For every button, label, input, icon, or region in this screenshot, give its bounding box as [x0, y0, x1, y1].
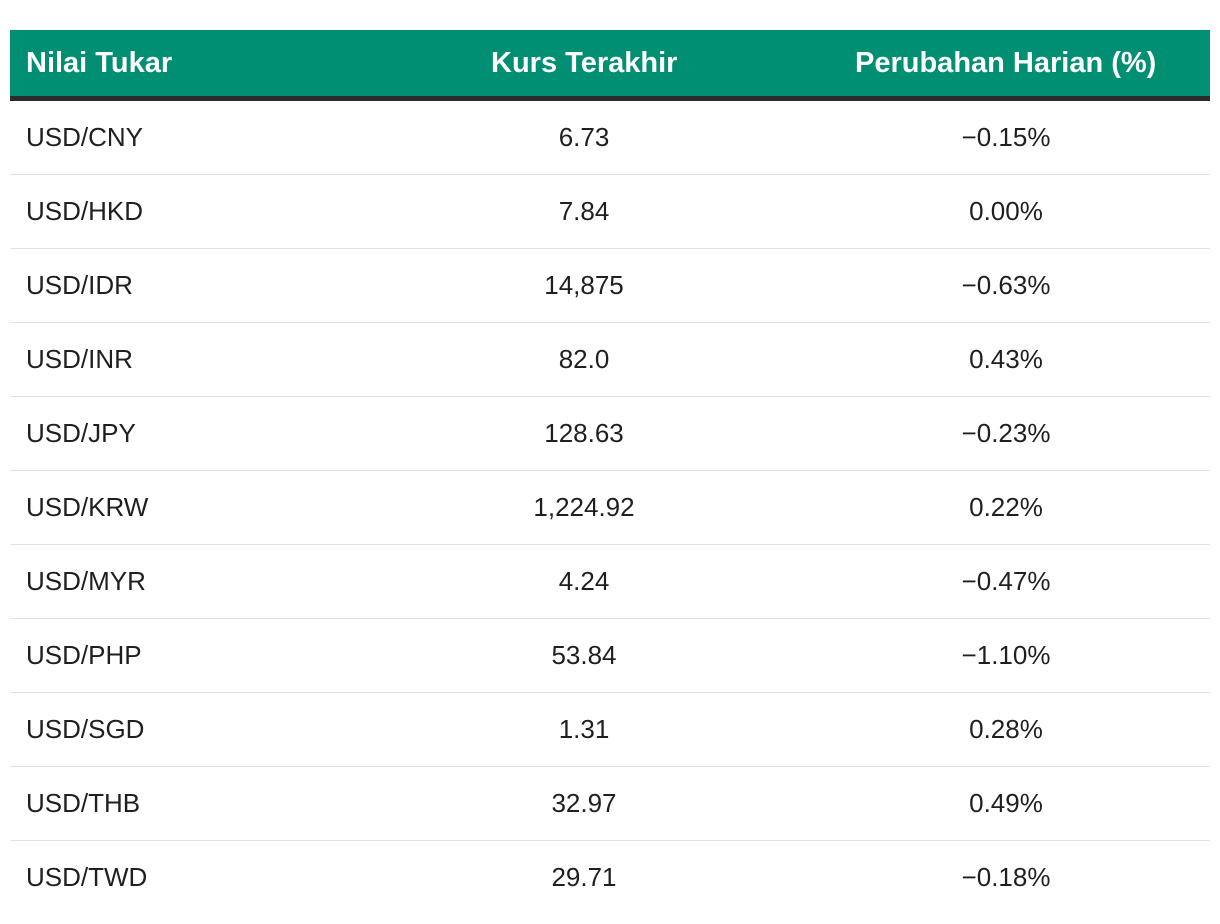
exchange-rate-table-container: Nilai Tukar Kurs Terakhir Perubahan Hari…	[10, 30, 1210, 914]
rate-cell: 53.84	[410, 618, 810, 693]
rate-value: 29.71	[551, 862, 617, 892]
change-value: 0.43%	[969, 344, 1043, 374]
pair-cell: USD/THB	[10, 766, 410, 841]
pair-cell: USD/JPY	[10, 396, 410, 471]
rate-value: 4.24	[558, 566, 610, 596]
table-row: USD/KRW 1,224.92 0.22%	[10, 470, 1210, 545]
column-header-rate: Kurs Terakhir	[410, 30, 810, 101]
rate-value: 6.73	[558, 122, 610, 152]
rate-cell: 6.73	[410, 98, 810, 175]
change-value: 0.00%	[969, 196, 1043, 226]
rate-value: 1,224.92	[533, 492, 635, 522]
column-header-change: Perubahan Harian (%)	[810, 30, 1210, 101]
rate-cell: 4.24	[410, 544, 810, 619]
rate-cell: 128.63	[410, 396, 810, 471]
change-cell: 0.28%	[810, 692, 1210, 767]
change-value: −0.63%	[961, 270, 1051, 300]
table-row: USD/SGD 1.31 0.28%	[10, 692, 1210, 767]
header-row: Nilai Tukar Kurs Terakhir Perubahan Hari…	[10, 30, 1210, 101]
table-row: USD/THB 32.97 0.49%	[10, 766, 1210, 841]
rate-value: 7.84	[558, 196, 610, 226]
change-cell: 0.00%	[810, 174, 1210, 249]
pair-cell: USD/SGD	[10, 692, 410, 767]
change-value: −0.15%	[961, 122, 1051, 152]
rate-value: 53.84	[551, 640, 617, 670]
table-row: USD/HKD 7.84 0.00%	[10, 174, 1210, 249]
pair-cell: USD/PHP	[10, 618, 410, 693]
rate-value: 14,875	[544, 270, 624, 300]
table-row: USD/INR 82.0 0.43%	[10, 322, 1210, 397]
exchange-rate-table: Nilai Tukar Kurs Terakhir Perubahan Hari…	[10, 30, 1210, 914]
rate-cell: 29.71	[410, 841, 810, 915]
change-value: −1.10%	[961, 640, 1051, 670]
pair-cell: USD/TWD	[26, 862, 148, 892]
rate-cell: 82.0	[410, 322, 810, 397]
pair-cell: USD/IDR	[10, 248, 410, 323]
table-row: USD/JPY 128.63 −0.23%	[10, 396, 1210, 471]
change-value: −0.18%	[961, 862, 1051, 892]
table-header: Nilai Tukar Kurs Terakhir Perubahan Hari…	[10, 30, 1210, 101]
change-cell: −0.47%	[810, 544, 1210, 619]
change-value: −0.23%	[961, 418, 1051, 448]
rate-cell: 14,875	[410, 248, 810, 323]
change-cell: −0.23%	[810, 396, 1210, 471]
pair-cell: USD/MYR	[10, 544, 410, 619]
rate-cell: 7.84	[410, 174, 810, 249]
rate-cell: 1,224.92	[410, 470, 810, 545]
change-cell: −1.10%	[810, 618, 1210, 693]
change-value: 0.49%	[969, 788, 1043, 818]
rate-cell: 32.97	[410, 766, 810, 841]
column-header-pair: Nilai Tukar	[10, 30, 410, 101]
table-row: USD/CNY 6.73 −0.15%	[10, 98, 1210, 175]
change-cell: 0.49%	[810, 766, 1210, 841]
change-cell: −0.63%	[810, 248, 1210, 323]
rate-cell: 1.31	[410, 692, 810, 767]
table-row: USD/IDR 14,875 −0.63%	[10, 248, 1210, 323]
change-value: 0.22%	[969, 492, 1043, 522]
change-cell: −0.15%	[810, 98, 1210, 175]
pair-cell: USD/KRW	[10, 470, 410, 545]
rate-value: 1.31	[558, 714, 610, 744]
table-row: USD/TWD 29.71 −0.18%	[10, 841, 1210, 915]
rate-value: 128.63	[544, 418, 624, 448]
table-row: USD/PHP 53.84 −1.10%	[10, 618, 1210, 693]
change-cell: 0.43%	[810, 322, 1210, 397]
rate-value: 82.0	[558, 344, 610, 374]
table-body: USD/CNY 6.73 −0.15% USD/HKD 7.84 0.00% USD/IDR…	[10, 98, 1210, 915]
pair-cell: USD/CNY	[10, 98, 410, 175]
change-cell: −0.18%	[810, 841, 1210, 915]
rate-value: 32.97	[551, 788, 617, 818]
pair-cell: USD/HKD	[10, 174, 410, 249]
change-cell: 0.22%	[810, 470, 1210, 545]
pair-cell: USD/INR	[10, 322, 410, 397]
change-value: 0.28%	[969, 714, 1043, 744]
change-value: −0.47%	[961, 566, 1051, 596]
table-row: USD/MYR 4.24 −0.47%	[10, 544, 1210, 619]
